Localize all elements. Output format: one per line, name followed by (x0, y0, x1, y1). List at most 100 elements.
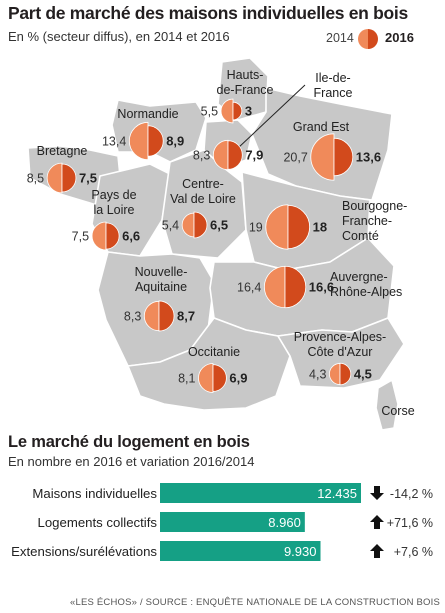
pie-half-2016 (147, 125, 164, 157)
value-2014-provence-alpes-cote-d-azur: 4,3 (309, 368, 326, 382)
bar-section-subtitle: En nombre en 2016 et variation 2016/2014 (8, 454, 255, 469)
value-2014-centre-val-de-loire: 5,4 (162, 219, 179, 233)
pie-pays-de-la-loire: 7,5 6,6 (72, 221, 140, 251)
region-label-line: Occitanie (188, 345, 240, 359)
region-label-nouvelle-aquitaine: Nouvelle-Aquitaine (135, 265, 188, 294)
pie-bourgogne-franche-comte: 19 18 (249, 204, 327, 250)
pie-grand-est: 20,7 13,6 (283, 133, 381, 181)
pie-half-2016 (193, 211, 208, 239)
region-label-line: Pays de (91, 188, 136, 202)
arrow-up-icon (370, 544, 384, 558)
pie-provence-alpes-cote-d-azur: 4,3 4,5 (309, 362, 372, 386)
region-label-auvergne-rhone-alpes: Auvergne-Rhône-Alpes (330, 270, 402, 299)
bars: Maisons individuelles 12.435 -14,2 % Logeme… (11, 483, 433, 561)
region-shape-paca (277, 317, 405, 389)
region-label-occitanie: Occitanie (188, 345, 240, 359)
source-note: «LES ÉCHOS» / SOURCE : ENQUÊTE NATIONALE… (70, 597, 441, 608)
pie-half-2016 (284, 265, 307, 309)
variation-label: -14,2 % (390, 487, 433, 501)
value-2016-bretagne: 7,5 (79, 171, 97, 186)
value-2016-bourgogne-franche-comte: 18 (313, 220, 327, 235)
pie-half-2014 (310, 133, 335, 181)
pie-half-2016 (232, 101, 243, 121)
region-label-line: Auvergne- (330, 270, 388, 284)
region-label-line: Nouvelle- (135, 265, 188, 279)
region-label-line: Rhône-Alpes (330, 285, 402, 299)
region-shapes (27, 57, 405, 430)
value-2014-hauts-de-france: 5,5 (201, 105, 218, 119)
region-label-line: Provence-Alpes- (294, 330, 386, 344)
legend-pie-icon (358, 29, 378, 49)
region-label-line: Ile-de- (315, 71, 350, 85)
region-label-centre-val-de-loire: Centre-Val de Loire (170, 177, 236, 206)
region-label-line: Bourgogne- (342, 199, 407, 213)
value-2016-normandie: 8,9 (166, 134, 184, 149)
pie-half-2014 (198, 363, 214, 393)
france-map: Hauts-de-France Ile-de-France Normandie Gra… (27, 57, 415, 430)
bar-value-label: 12.435 (317, 486, 357, 501)
pie-half-2016 (287, 204, 310, 250)
legend-swatch-2016 (368, 29, 378, 49)
pie-occitanie: 8,1 6,9 (178, 363, 247, 393)
legend-swatch-2014 (358, 29, 368, 49)
region-label-line: Normandie (117, 107, 178, 121)
region-label-line: Centre- (182, 177, 224, 191)
pie-half-2014 (91, 221, 107, 251)
region-label-pays-de-la-loire: Pays de la Loire (91, 188, 136, 217)
bar-value-label: 9.930 (284, 544, 317, 559)
value-2014-bourgogne-franche-comte: 19 (249, 221, 263, 235)
region-label-line: Corse (381, 404, 414, 418)
pie-nouvelle-aquitaine: 8,3 8,7 (124, 300, 195, 332)
region-label-corse: Corse (381, 404, 414, 418)
value-2016-ile-de-france: 7,9 (245, 148, 263, 163)
pie-half-2016 (105, 222, 120, 250)
pie-markers: 5,5 38,3 7,913,4 8,920,7 13,68,5 7,57,5 6,65,4… (27, 98, 381, 393)
value-2014-nouvelle-aquitaine: 8,3 (124, 310, 141, 324)
legend-label-2014: 2014 (326, 31, 354, 45)
value-2016-occitanie: 6,9 (229, 371, 247, 386)
region-label-normandie: Normandie (117, 107, 178, 121)
region-label-line: Hauts- (227, 68, 264, 82)
value-2014-auvergne-rhone-alpes: 16,4 (237, 281, 261, 295)
region-label-line: Grand Est (293, 120, 350, 134)
region-shape-corse (375, 379, 399, 430)
value-2016-grand-est: 13,6 (356, 150, 381, 165)
pie-half-2014 (220, 98, 234, 124)
pie-half-2016 (212, 364, 227, 392)
bar-category-label: Logements collectifs (38, 515, 158, 530)
legend-label-2016: 2016 (385, 30, 414, 45)
value-2016-nouvelle-aquitaine: 8,7 (177, 309, 195, 324)
bar-chart: Maisons individuelles 12.435 -14,2 % Logeme… (11, 483, 433, 561)
value-2016-pays-de-la-loire: 6,6 (122, 229, 140, 244)
region-label-line: Bretagne (37, 144, 88, 158)
region-label-hauts-de-france: Hauts-de-France (217, 68, 274, 97)
bar-value-label: 8.960 (268, 515, 301, 530)
chart-subtitle: En % (secteur diffus), en 2014 et 2016 (8, 29, 230, 44)
value-2016-provence-alpes-cote-d-azur: 4,5 (354, 367, 372, 382)
pie-hauts-de-france: 5,5 3 (201, 98, 252, 124)
pie-bretagne: 8,5 7,5 (27, 162, 97, 194)
variation-label: +71,6 % (387, 516, 433, 530)
region-label-grand-est: Grand Est (293, 120, 350, 134)
region-label-provence-alpes-cote-d-azur: Provence-Alpes-Côte d'Azur (294, 330, 386, 359)
pie-half-2014 (181, 212, 195, 238)
pie-centre-val-de-loire: 5,4 6,5 (162, 211, 228, 239)
chart-title: Part de marché des maisons individuelles… (8, 3, 408, 23)
pie-half-2014 (264, 265, 286, 309)
value-2014-bretagne: 8,5 (27, 172, 44, 186)
pie-ile-de-france: 8,3 7,9 (193, 139, 263, 171)
pie-half-2016 (333, 137, 354, 177)
bar-row: Extensions/surélévations 9.930 +7,6 % (11, 541, 433, 561)
bar-category-label: Maisons individuelles (32, 486, 157, 501)
bar (160, 483, 361, 503)
region-label-line: Côte d'Azur (308, 345, 373, 359)
variation-label: +7,6 % (394, 545, 433, 559)
value-2014-pays-de-la-loire: 7,5 (72, 230, 89, 244)
bar (160, 541, 321, 561)
region-label-bretagne: Bretagne (37, 144, 88, 158)
value-2014-grand-est: 20,7 (283, 151, 307, 165)
pie-normandie: 13,4 8,9 (102, 121, 184, 161)
pie-half-2014 (46, 162, 63, 194)
arrow-up-icon (370, 515, 384, 529)
pie-auvergne-rhone-alpes: 16,4 16,6 (237, 265, 334, 309)
